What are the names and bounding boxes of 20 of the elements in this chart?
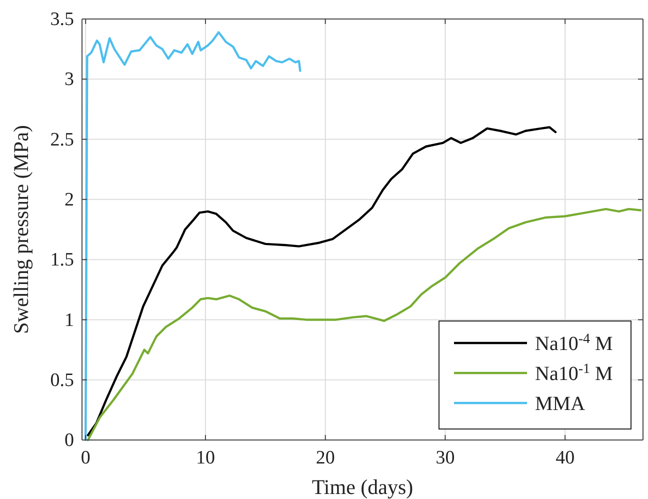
line-series [84, 31, 302, 442]
y-tick-label: 0.5 [50, 370, 74, 391]
y-axis-title: Swelling pressure (MPa) [9, 125, 33, 334]
x-tick-label: 0 [80, 447, 90, 468]
y-tick-label: 2.5 [50, 129, 74, 150]
y-tick-label: 2 [64, 190, 74, 211]
y-tick-label: 0 [64, 430, 74, 452]
y-tick-label: 3 [64, 69, 74, 90]
legend-label: MMA [535, 393, 586, 415]
x-tick-label: 20 [316, 447, 335, 468]
legend-label: Na10$^{-1}$ M [535, 362, 613, 385]
y-tick-label: 1 [64, 310, 74, 331]
x-tick-label: 40 [556, 447, 575, 468]
x-tick-label: 30 [436, 447, 455, 468]
legend-label: Na10$^{-4}$ M [535, 332, 613, 355]
y-tick-label: 3.5 [50, 9, 74, 30]
y-tick-label: 1.5 [50, 250, 74, 271]
x-axis-title: Time (days) [312, 475, 414, 499]
x-tick-label: 10 [196, 447, 215, 468]
line-series [86, 208, 642, 442]
